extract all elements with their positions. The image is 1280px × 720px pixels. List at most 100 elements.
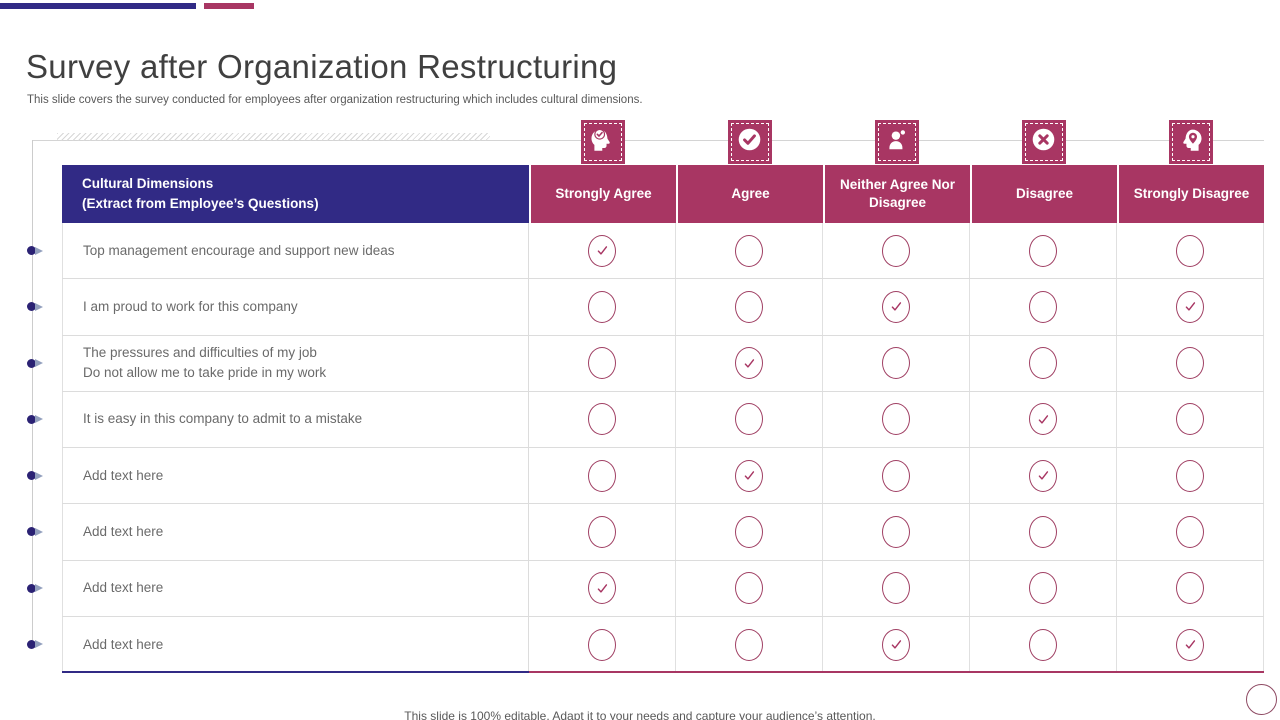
icon-box-0 xyxy=(580,120,625,164)
answer-cell xyxy=(1117,391,1264,447)
radio-unchecked[interactable] xyxy=(735,628,763,661)
row-bullet-icon xyxy=(27,583,43,593)
answer-cell xyxy=(823,223,970,279)
bullet-dot xyxy=(27,639,36,649)
radio-unchecked[interactable] xyxy=(588,403,616,436)
column-header-disagree: Disagree xyxy=(970,165,1117,223)
radio-checked[interactable] xyxy=(735,459,763,492)
table-row: Top management encourage and support new… xyxy=(62,223,1264,280)
question-cell: The pressures and difficulties of my job… xyxy=(62,335,529,391)
answer-cell xyxy=(529,391,676,447)
radio-checked[interactable] xyxy=(588,572,616,605)
question-text: It is easy in this company to admit to a… xyxy=(83,411,363,427)
answer-cell xyxy=(970,504,1117,560)
table-header-row: Cultural Dimensions (Extract from Employ… xyxy=(62,165,1264,223)
radio-unchecked[interactable] xyxy=(1176,234,1204,267)
radio-unchecked[interactable] xyxy=(882,403,910,436)
radio-unchecked[interactable] xyxy=(882,515,910,548)
question-text: I am proud to work for this company xyxy=(83,298,298,314)
radio-unchecked[interactable] xyxy=(588,459,616,492)
answer-cell xyxy=(676,616,823,673)
radio-unchecked[interactable] xyxy=(735,572,763,605)
answer-cell xyxy=(823,616,970,673)
head-pin-icon xyxy=(1177,126,1204,158)
radio-checked[interactable] xyxy=(882,290,910,323)
radio-unchecked[interactable] xyxy=(735,290,763,323)
bullet-dot xyxy=(27,583,36,593)
row-bullet-icon xyxy=(27,414,43,424)
radio-checked[interactable] xyxy=(1029,459,1057,492)
table-bottom-border-navy xyxy=(62,671,529,673)
bullet-arrow xyxy=(35,246,43,255)
radio-unchecked[interactable] xyxy=(1176,572,1204,605)
bullet-dot xyxy=(27,246,36,255)
answer-cell xyxy=(676,335,823,391)
question-cell: Top management encourage and support new… xyxy=(62,223,529,279)
radio-unchecked[interactable] xyxy=(1176,403,1204,436)
radio-checked[interactable] xyxy=(735,347,763,380)
dashed-frame xyxy=(877,123,916,161)
radio-unchecked[interactable] xyxy=(1176,515,1204,548)
answer-cell xyxy=(1117,504,1264,560)
answer-cell xyxy=(823,279,970,335)
radio-unchecked[interactable] xyxy=(735,515,763,548)
table-bottom-border-pink xyxy=(529,671,1264,673)
answer-cell xyxy=(1117,279,1264,335)
table-row: Add text here xyxy=(62,448,1264,505)
radio-checked[interactable] xyxy=(1176,290,1204,323)
bullet-arrow xyxy=(35,527,43,536)
question-text: Add text here xyxy=(83,636,164,652)
answer-cell xyxy=(970,391,1117,447)
answer-cell xyxy=(676,448,823,504)
radio-unchecked[interactable] xyxy=(882,459,910,492)
icon-box-4 xyxy=(1168,120,1213,164)
radio-unchecked[interactable] xyxy=(735,403,763,436)
radio-unchecked[interactable] xyxy=(588,347,616,380)
radio-unchecked[interactable] xyxy=(1029,515,1057,548)
radio-unchecked[interactable] xyxy=(735,234,763,267)
answer-cell xyxy=(676,279,823,335)
radio-unchecked[interactable] xyxy=(1029,290,1057,323)
radio-unchecked[interactable] xyxy=(1029,628,1057,661)
radio-unchecked[interactable] xyxy=(588,515,616,548)
bullet-dot xyxy=(27,358,36,368)
radio-checked[interactable] xyxy=(1029,403,1057,436)
radio-unchecked[interactable] xyxy=(1176,459,1204,492)
radio-unchecked[interactable] xyxy=(882,572,910,605)
radio-checked[interactable] xyxy=(588,234,616,267)
column-header-strongly-disagree: Strongly Disagree xyxy=(1117,165,1264,223)
question-cell: It is easy in this company to admit to a… xyxy=(62,391,529,447)
answer-cell xyxy=(529,448,676,504)
bullet-arrow xyxy=(35,640,43,649)
radio-checked[interactable] xyxy=(1176,628,1204,661)
radio-unchecked[interactable] xyxy=(588,628,616,661)
table-row: Add text here xyxy=(62,616,1264,673)
page-subtitle: This slide covers the survey conducted f… xyxy=(27,93,643,106)
top-accent-bar-blue xyxy=(0,3,196,9)
survey-table: Cultural Dimensions (Extract from Employ… xyxy=(62,165,1264,673)
question-cell: Add text here xyxy=(62,448,529,504)
radio-unchecked[interactable] xyxy=(588,290,616,323)
row-bullet-icon xyxy=(27,471,43,480)
answer-cell xyxy=(823,504,970,560)
answer-cell xyxy=(529,279,676,335)
row-bullet-icon xyxy=(27,246,43,255)
head-check-icon xyxy=(589,126,616,158)
answer-cell xyxy=(970,223,1117,279)
radio-unchecked[interactable] xyxy=(882,347,910,380)
radio-unchecked[interactable] xyxy=(1029,347,1057,380)
radio-unchecked[interactable] xyxy=(1029,572,1057,605)
table-row: Add text here xyxy=(62,560,1264,617)
answer-cell xyxy=(1117,448,1264,504)
radio-unchecked[interactable] xyxy=(1176,347,1204,380)
question-text: The pressures and difficulties of my job… xyxy=(83,344,327,381)
radio-unchecked[interactable] xyxy=(882,234,910,267)
bullet-dot xyxy=(27,527,36,537)
answer-cell xyxy=(823,448,970,504)
answer-cell xyxy=(676,560,823,616)
question-cell: I am proud to work for this company xyxy=(62,279,529,335)
radio-checked[interactable] xyxy=(882,628,910,661)
table-row: I am proud to work for this company xyxy=(62,279,1264,336)
icon-box-3 xyxy=(1021,120,1066,164)
radio-unchecked[interactable] xyxy=(1029,234,1057,267)
